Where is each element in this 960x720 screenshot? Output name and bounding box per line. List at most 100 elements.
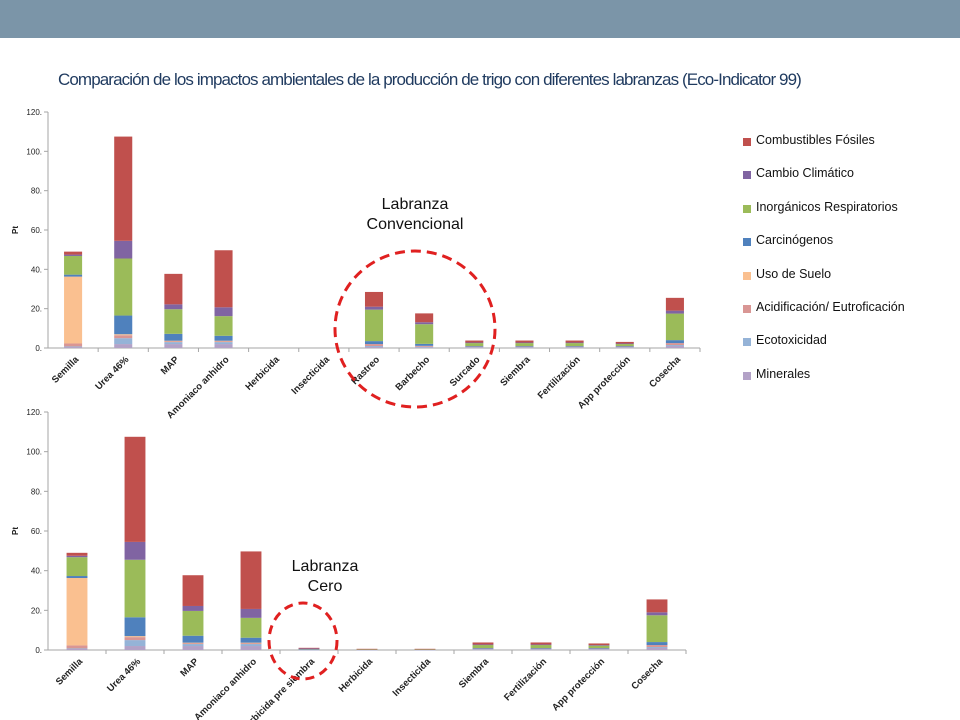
bar-segment — [182, 635, 204, 643]
bar-segment — [66, 578, 88, 646]
legend-item: Combustibles Fósiles — [740, 132, 950, 165]
slide-header-bar — [0, 0, 960, 38]
bar-segment — [124, 637, 146, 641]
bar-segment — [646, 645, 668, 648]
bar-segment — [665, 310, 684, 314]
bar-segment — [356, 648, 378, 650]
bar-segment — [66, 649, 88, 650]
bar-segment — [472, 649, 494, 650]
bar-segment — [240, 646, 262, 650]
bar-segment — [356, 649, 378, 650]
bar-segment — [356, 649, 378, 651]
legend-swatch — [743, 171, 751, 180]
bar-segment — [515, 340, 534, 343]
x-tick-label: Semilla — [54, 656, 86, 688]
bar-segment — [214, 335, 233, 341]
chart-legend: Combustibles Fósiles Cambio Climático In… — [740, 132, 950, 399]
legend-label: Acidificación/ Eutroficación — [756, 299, 905, 314]
bar-segment — [64, 343, 83, 347]
bar-segment — [615, 347, 634, 349]
legend-swatch — [743, 238, 751, 247]
y-tick-label: 60. — [31, 226, 42, 235]
bar-segment — [588, 649, 610, 650]
bar-segment — [182, 643, 204, 645]
bar-segment — [414, 649, 436, 651]
bar-segment — [588, 645, 610, 646]
bar-segment — [530, 648, 552, 649]
bar-segment — [182, 610, 204, 636]
x-tick-label: App protección — [550, 656, 607, 713]
bar-segment — [214, 316, 233, 336]
bar-segment — [214, 307, 233, 317]
bar-segment — [214, 250, 233, 308]
bar-segment — [164, 340, 183, 342]
bar-segment — [164, 304, 183, 310]
y-tick-label: 20. — [31, 606, 42, 615]
bar-segment — [114, 136, 133, 241]
bar-segment — [64, 346, 83, 348]
bar-segment — [214, 342, 233, 345]
bar-segment — [164, 342, 183, 345]
bar-segment — [515, 346, 534, 347]
bar-segment — [64, 255, 83, 275]
bar-segment — [414, 648, 436, 650]
annotation-line: Labranza — [291, 558, 359, 575]
y-tick-label: 20. — [31, 305, 42, 314]
bar-segment — [665, 297, 684, 311]
bar-segment — [298, 647, 320, 649]
bar-segment — [182, 644, 204, 647]
bar-segment — [515, 347, 534, 348]
y-tick-label: 120. — [26, 108, 42, 117]
legend-swatch — [743, 271, 751, 280]
bar-segment — [66, 555, 88, 558]
legend-swatch — [743, 338, 751, 347]
legend-swatch — [743, 138, 751, 146]
bar-segment — [66, 576, 88, 579]
bar-segment — [64, 347, 83, 348]
bar-segment — [565, 346, 584, 348]
bar-segment — [665, 340, 684, 344]
legend-item: Carcinógenos — [740, 232, 950, 265]
bar-segment — [124, 436, 146, 542]
legend-label: Inorgánicos Respiratorios — [756, 199, 898, 214]
y-tick-label: 100. — [26, 448, 42, 457]
legend-label: Cambio Climático — [756, 166, 854, 181]
bar-segment — [615, 347, 634, 348]
bar-segment — [646, 599, 668, 613]
bar-segment — [124, 559, 146, 618]
bar-segment — [515, 346, 534, 348]
x-tick-label: Herbicida — [337, 656, 376, 695]
legend-swatch — [743, 304, 751, 313]
bar-segment — [588, 648, 610, 649]
y-tick-label: 40. — [31, 567, 42, 576]
bar-segment — [665, 345, 684, 347]
bar-segment — [182, 575, 204, 606]
bar-segment — [182, 646, 204, 650]
bar-segment — [240, 644, 262, 647]
y-tick-label: 120. — [26, 408, 42, 417]
bar-segment — [565, 342, 584, 344]
bar-segment — [114, 240, 133, 259]
bar-segment — [615, 343, 634, 345]
bar-segment — [530, 644, 552, 646]
bar-segment — [182, 642, 204, 644]
bar-segment — [565, 343, 584, 347]
bar-segment — [114, 338, 133, 345]
x-tick-label: Cosecha — [629, 656, 665, 692]
bar-segment — [565, 347, 584, 348]
y-tick-label: 40. — [31, 265, 42, 274]
bar-segment — [64, 274, 83, 277]
bar-segment — [64, 251, 83, 255]
bar-segment — [214, 344, 233, 348]
x-tick-label: Amoniaco anhidro — [192, 656, 259, 720]
bar-segment — [530, 649, 552, 650]
y-tick-label: 80. — [31, 187, 42, 196]
bar-segment — [182, 605, 204, 611]
x-tick-label: Insecticida — [391, 656, 434, 699]
bar-segment — [615, 346, 634, 348]
y-axis-label: Pt — [11, 226, 20, 234]
bar-segment — [665, 343, 684, 346]
legend-label: Minerales — [756, 366, 811, 381]
y-tick-label: 0. — [35, 344, 42, 353]
